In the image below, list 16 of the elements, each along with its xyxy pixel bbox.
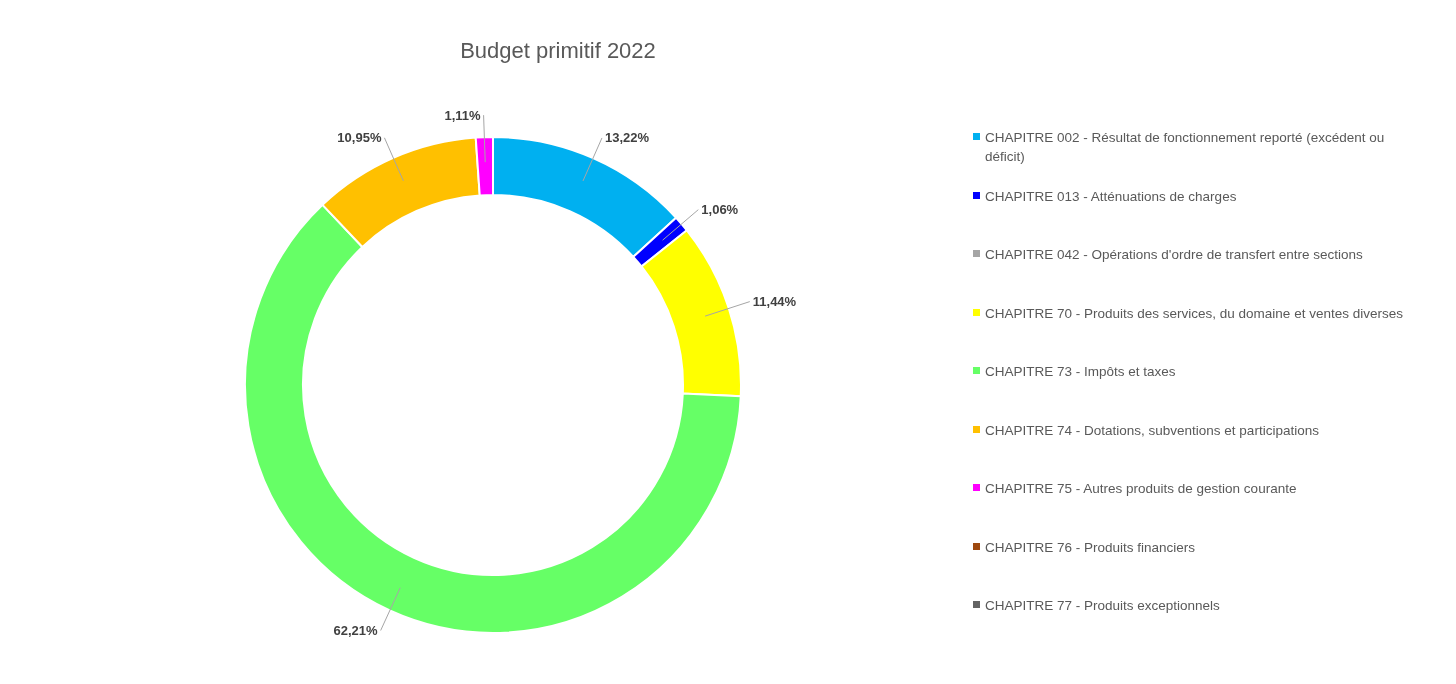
legend-label: CHAPITRE 76 - Produits financiers [985,538,1196,557]
data-label: 62,21% [333,623,379,639]
legend-label: CHAPITRE 013 - Atténuations de charges [985,187,1237,206]
data-label: 1,11% [444,107,482,123]
legend-label: CHAPITRE 042 - Opérations d'ordre de transfert entre sections [985,246,1363,264]
legend-label: CHAPITRE 77 - Produits exceptionnels [985,597,1220,615]
data-label: 11,44% [752,294,797,310]
legend-label: CHAPITRE 002 - Résultat de fonctionnement reporté (excédent ou déficit) [985,129,1386,166]
data-label: 10,95% [337,130,382,146]
legend-label: CHAPITRE 75 - Autres produits de gestion courante [985,480,1297,498]
legend-label: CHAPITRE 73 - Impôts et taxes [985,363,1176,381]
chart-title: Budget primitif 2022 [459,38,657,64]
data-label: 1,06% [701,202,739,218]
legend-label: CHAPITRE 70 - Produits des services, du domaine et ventes diverses [985,304,1403,323]
legend-label: CHAPITRE 74 - Dotations, subventions et participations [985,421,1319,440]
data-label: 13,22% [604,130,650,146]
